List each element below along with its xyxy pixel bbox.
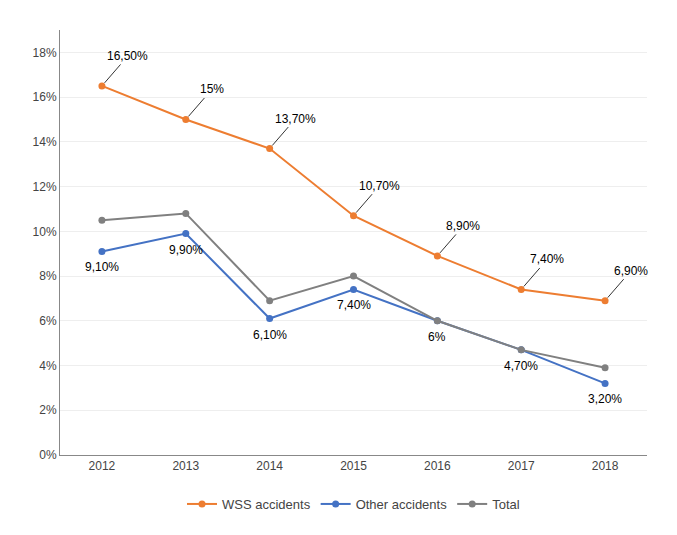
- svg-text:6%: 6%: [39, 314, 57, 328]
- svg-text:2015: 2015: [340, 459, 367, 473]
- svg-text:18%: 18%: [33, 46, 57, 60]
- svg-text:16,50%: 16,50%: [107, 49, 148, 63]
- svg-text:2%: 2%: [39, 403, 57, 417]
- svg-text:16%: 16%: [33, 90, 57, 104]
- svg-text:6%: 6%: [428, 330, 446, 344]
- svg-text:7,40%: 7,40%: [530, 252, 564, 266]
- svg-text:4,70%: 4,70%: [504, 359, 538, 373]
- svg-text:2013: 2013: [172, 459, 199, 473]
- svg-text:2012: 2012: [89, 459, 116, 473]
- svg-text:9,90%: 9,90%: [169, 243, 203, 257]
- svg-text:9,10%: 9,10%: [85, 260, 119, 274]
- svg-text:12%: 12%: [33, 180, 57, 194]
- svg-text:14%: 14%: [33, 135, 57, 149]
- svg-text:4%: 4%: [39, 359, 57, 373]
- svg-text:8%: 8%: [39, 269, 57, 283]
- svg-text:10,70%: 10,70%: [359, 179, 400, 193]
- svg-text:7,40%: 7,40%: [337, 298, 371, 312]
- svg-text:2018: 2018: [592, 459, 619, 473]
- svg-text:6,10%: 6,10%: [253, 328, 287, 342]
- svg-text:2016: 2016: [424, 459, 451, 473]
- svg-text:0%: 0%: [39, 448, 57, 462]
- svg-text:13,70%: 13,70%: [275, 112, 316, 126]
- svg-text:2014: 2014: [256, 459, 283, 473]
- svg-text:3,20%: 3,20%: [588, 392, 622, 406]
- svg-text:10%: 10%: [33, 225, 57, 239]
- svg-text:15%: 15%: [200, 82, 224, 96]
- svg-text:WSS accidents: WSS accidents: [222, 497, 311, 512]
- svg-text:8,90%: 8,90%: [446, 219, 480, 233]
- svg-text:Other accidents: Other accidents: [356, 497, 448, 512]
- svg-text:Total: Total: [492, 497, 520, 512]
- svg-text:6,90%: 6,90%: [614, 264, 648, 278]
- svg-text:2017: 2017: [508, 459, 535, 473]
